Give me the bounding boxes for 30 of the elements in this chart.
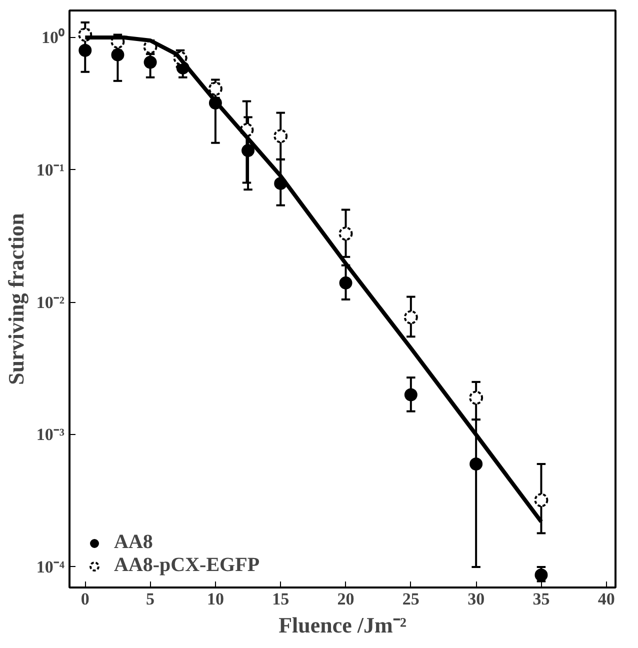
x-tick-label: 15 [272,590,290,608]
y-tick-label: 10⁻² [36,292,65,312]
point [469,390,484,405]
point [339,276,352,290]
y-axis-title: Surviving fraction [3,213,28,385]
point [534,493,548,508]
x-tick-label: 35 [532,590,550,608]
point [144,56,157,69]
x-tick-label: 40 [598,590,615,608]
y-tick-label: 10⁻⁴ [36,557,65,576]
legend-label: AA8 [114,531,153,554]
x-axis-title: Fluence /Jm⁻² [278,612,407,638]
y-tick-label: 10⁻¹ [36,160,65,180]
x-tick-label: 5 [146,590,155,608]
x-tick-label: 25 [402,590,420,608]
point [111,48,124,62]
x-tick-label: 20 [337,590,354,608]
point [404,310,418,324]
point [338,226,353,241]
point [534,568,548,582]
point [274,129,288,144]
x-tick-label: 0 [80,590,90,608]
x-tick-label: 10 [206,590,224,608]
point [404,388,418,402]
y-tick-label: 10⁰ [42,28,64,48]
point [78,44,92,57]
y-tick-label: 10⁻³ [36,425,65,444]
point [470,458,483,470]
legend-label: AA8-pCX-EGFP [114,554,260,577]
x-tick-label: 30 [468,590,485,608]
